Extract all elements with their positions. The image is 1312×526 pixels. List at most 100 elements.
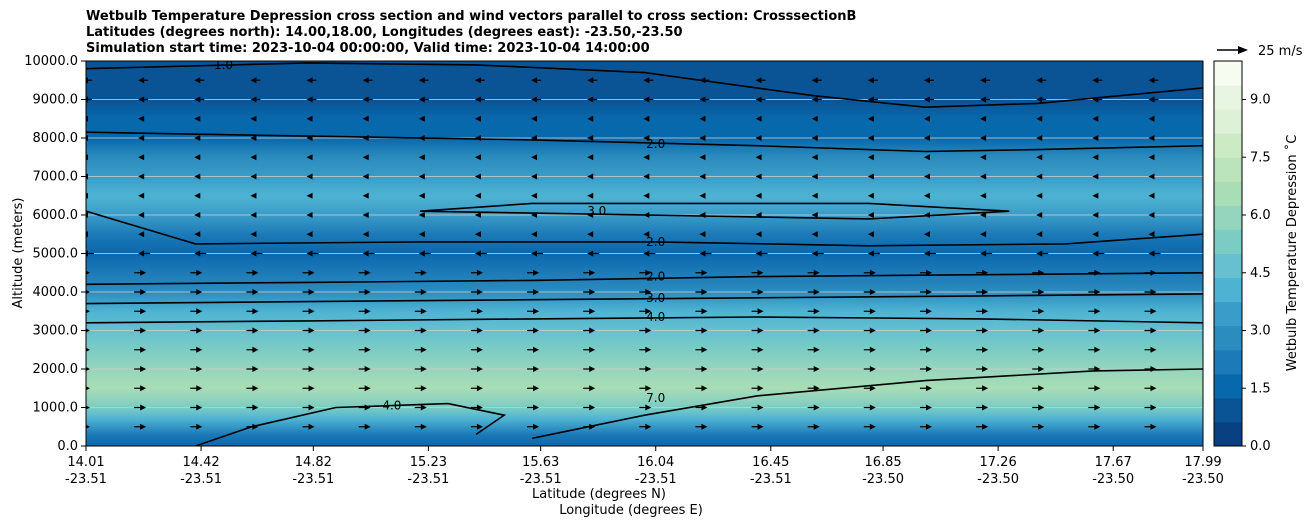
wind-vector-head (250, 154, 257, 161)
wind-vector-head (250, 115, 257, 122)
wind-vector-head (196, 308, 203, 315)
wind-vector-head (140, 385, 147, 392)
wind-vector-head (923, 115, 930, 122)
wind-vector-head (308, 308, 315, 315)
wind-vector-head (589, 366, 596, 372)
wind-vector-head (587, 250, 594, 257)
contour-line (532, 368, 1203, 440)
wind-vector-head (645, 269, 652, 276)
wind-vector-head (250, 135, 257, 141)
wind-vector-head (982, 423, 989, 430)
wind-vector-head (196, 346, 203, 353)
wind-vector-head (306, 154, 313, 161)
wind-vector-head (923, 96, 930, 103)
y-tick-label: 1000.0 (33, 401, 79, 416)
contour-line (86, 293, 1203, 305)
wind-vector-head (364, 327, 371, 334)
wind-vector-head (86, 367, 90, 371)
wind-vector-head (1038, 366, 1045, 372)
wind-vector-head (418, 192, 425, 199)
wind-vector-head (1092, 212, 1099, 218)
wind-vector-head (476, 423, 483, 430)
wind-vector-head (1092, 96, 1099, 103)
wind-vector-head (811, 250, 818, 257)
x-tick-label-lon: -23.51 (180, 472, 222, 487)
wind-vector-head (643, 96, 650, 103)
contour-label: 3.0 (646, 291, 665, 305)
wind-vector-head (755, 192, 762, 199)
wind-vector-head (867, 192, 874, 199)
wind-vector-head (643, 250, 650, 257)
wind-vector-head (138, 135, 145, 141)
wind-vector-head (476, 404, 483, 411)
colorbar-segment (1214, 373, 1242, 399)
x-tick-label-lat: 17.99 (1184, 455, 1221, 470)
wind-vector-head (140, 404, 147, 411)
wind-vector-head (867, 231, 874, 238)
wind-vector-head (250, 212, 257, 218)
wind-vector-head (252, 289, 259, 295)
wind-vector-head (308, 269, 315, 276)
wind-vector-head (980, 154, 987, 161)
wind-vector-head (589, 269, 596, 276)
wind-vector-head (1036, 231, 1043, 238)
wind-vector-head (587, 96, 594, 103)
wind-vector-head (589, 385, 596, 392)
wind-vector-head (474, 250, 481, 257)
wind-vector-head (306, 77, 313, 84)
wind-vector-head (362, 250, 369, 257)
wind-vector-head (923, 154, 930, 161)
contour-line (86, 272, 1203, 286)
wind-vector-head (138, 250, 145, 257)
wind-vector-head (1148, 250, 1155, 257)
wind-vector-head (755, 212, 762, 218)
wind-vector-head (364, 423, 371, 430)
wind-vector-head (980, 115, 987, 122)
wind-vector-head (194, 250, 201, 257)
colorbar-segment (1214, 229, 1242, 254)
colorbar-segment (1214, 109, 1242, 134)
contour-label: 2.0 (646, 137, 665, 151)
wind-vector-head (1148, 173, 1155, 180)
wind-vector-head (701, 327, 708, 334)
wind-vector-head (869, 366, 876, 372)
wind-vector-head (811, 115, 818, 122)
chart-subtitle-2: Simulation start time: 2023-10-04 00:00:… (86, 41, 650, 56)
wind-vector-head (250, 96, 257, 103)
wind-vector-head (755, 96, 762, 103)
x-tick-label-lon: -23.50 (977, 472, 1019, 487)
wind-vector-head (474, 192, 481, 199)
wind-vector-head (645, 327, 652, 334)
wind-vector-head (813, 269, 820, 276)
wind-vector-head (196, 404, 203, 411)
wind-vector-head (362, 135, 369, 141)
wind-vector-head (138, 212, 145, 218)
colorbar-segment (1214, 85, 1242, 110)
contour-line (86, 316, 1203, 324)
wind-vector-head (813, 423, 820, 430)
wind-vector-head (364, 269, 371, 276)
wind-vector-head (362, 192, 369, 199)
wind-vector-head (867, 250, 874, 257)
colorbar-segment (1214, 157, 1242, 182)
wind-vector-head (867, 96, 874, 103)
wind-vector-head (1036, 115, 1043, 122)
colorbar-tick-label: 6.0 (1250, 208, 1271, 223)
wind-vector-head (1148, 96, 1155, 103)
wind-vector-head (476, 269, 483, 276)
y-tick-label: 10000.0 (24, 54, 78, 69)
wind-vector-head (531, 77, 538, 84)
wind-vector-head (1038, 269, 1045, 276)
wind-vector-head (86, 77, 88, 84)
wind-vector-head (531, 154, 538, 161)
wind-vector-head (196, 269, 203, 276)
wind-vector-head (1094, 269, 1101, 276)
x-tick-label-lat: 16.85 (864, 455, 901, 470)
contour-label: 2.0 (646, 235, 665, 249)
wind-vector-head (140, 346, 147, 353)
wind-vector-head (869, 327, 876, 334)
x-tick-label-lon: -23.51 (520, 472, 562, 487)
colorbar-segment (1214, 325, 1242, 351)
wind-vector-head (982, 385, 989, 392)
x-tick-label-lat: 15.63 (522, 455, 559, 470)
